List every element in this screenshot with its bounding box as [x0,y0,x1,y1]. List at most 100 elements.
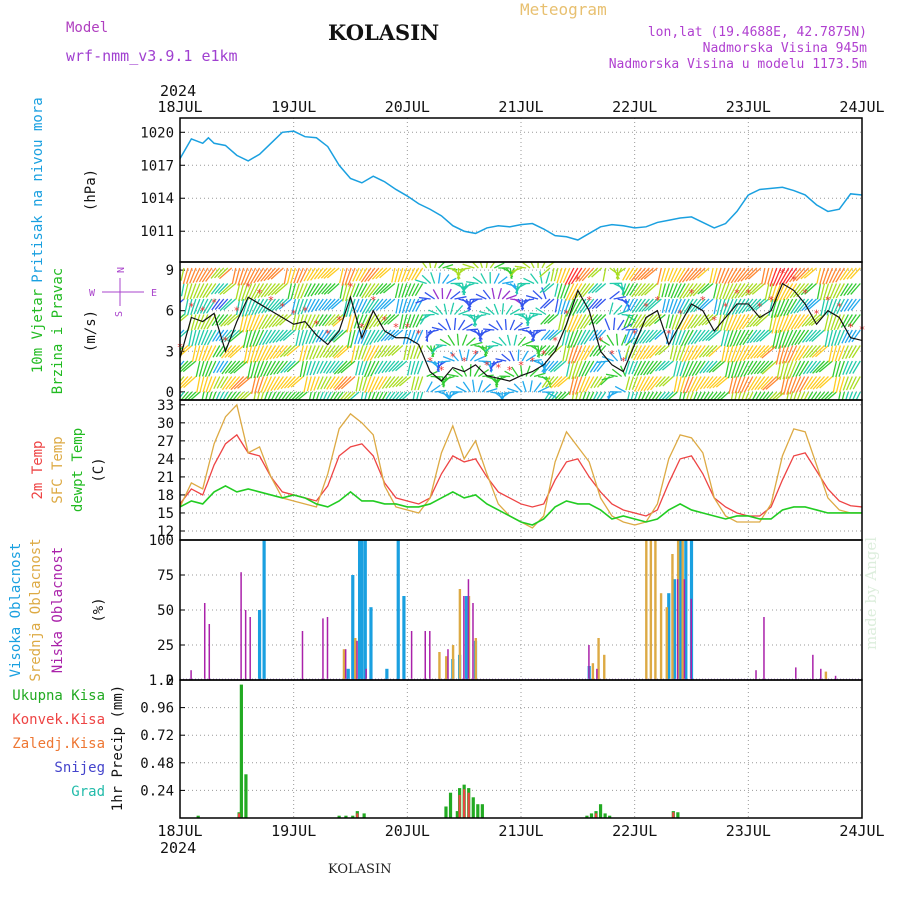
wind-barb [782,283,794,301]
wind-barb [329,376,340,390]
wind-barb [557,314,563,331]
wind-barb [241,298,249,317]
wind-barb [449,302,455,315]
wind-barb [388,376,400,389]
mid-cloud-bar [474,638,478,680]
ylabel-wind-unit: (m/s) [83,310,99,352]
wind-barb [541,360,546,374]
ylabel-temp2m: 2m Temp [30,440,46,499]
wind-barb [788,360,798,379]
wind-barb [830,329,838,347]
wind-barb [377,360,388,375]
wind-barb [755,314,770,327]
wind-barb [775,267,786,286]
wind-barb [752,298,766,311]
wind-barb [789,267,802,283]
wind-barb [786,376,794,395]
wind-barb [694,345,706,360]
wind-barb [601,375,614,381]
wind-barb [728,283,738,300]
wind-barb [261,314,273,330]
wind-barb [593,376,603,389]
wind-barb [207,329,217,346]
mid-cloud-bar [438,652,441,680]
wind-barb [575,376,583,395]
y-tick-label: 75 [157,568,174,584]
wind-barb [250,376,257,394]
wind-barb [746,329,758,344]
wind-barb [840,298,849,313]
wind-barb [399,314,404,330]
wind-barb [327,298,340,311]
wind-barb [355,376,360,392]
y-tick-label: 0.24 [140,783,174,799]
y-tick-label: 21 [157,470,174,486]
total-precip-bar [589,813,594,818]
wind-barb [421,262,428,269]
total-precip-bar [337,815,341,818]
gust-marker: * [302,305,309,318]
wind-barb [489,262,496,269]
wind-barb [615,267,626,276]
model-label: Model [66,20,109,36]
compass-s: S [114,311,125,317]
wind-barb [816,283,822,300]
wind-barb [786,314,798,332]
wind-barb [665,298,670,313]
wind-barb [796,298,810,314]
wind-barb [741,391,746,400]
wind-barb [254,298,265,315]
wind-barb [369,345,380,361]
gust-marker: * [813,307,820,320]
wind-barb [381,360,392,374]
mid-cloud-bar [354,638,357,680]
wind-barb [680,329,690,347]
wind-barb [804,314,818,327]
wind-barb [213,376,221,390]
wind-barb [251,314,261,332]
wind-barb [732,314,742,331]
wind-barb [595,298,607,309]
wind-barb [567,267,579,285]
wind-barb [321,314,332,327]
wind-barb [461,334,468,346]
wind-barb [756,345,770,359]
wind-barb [205,267,217,282]
model-name: wrf-nmm_v3.9.1 e1km [66,47,238,65]
wind-barb [402,314,408,329]
ylabel-temp-unit: (C) [91,457,107,482]
wind-barb [391,267,396,283]
wind-barb [322,391,328,400]
wind-barb [183,298,189,316]
wind-barb [437,272,441,284]
wind-barb [180,376,193,389]
wind-barb [397,267,404,283]
mid-cloud-bar [458,589,462,680]
wind-barb [199,283,209,299]
wind-barb [180,360,193,373]
wind-barb [208,391,213,400]
wind-barb [214,267,225,279]
wind-barb [622,283,631,297]
wind-barb [724,283,734,300]
wind-barb [309,376,316,392]
wind-barb [764,391,774,400]
wind-barb [296,283,304,299]
wind-barb [210,283,221,295]
wind-barb [381,345,392,358]
wind-barb [560,298,567,315]
gust-marker: * [552,334,559,347]
wind-barb [514,313,526,316]
wind-barb [434,389,447,393]
wind-barb [260,376,269,393]
wind-barb [406,345,412,361]
wind-barb [210,267,221,279]
wind-barb [794,329,806,346]
wind-barb [471,262,479,269]
wind-barb [796,283,810,298]
wind-barb [305,345,312,360]
wind-barb [795,360,806,377]
wind-barb [263,376,273,393]
low-cloud-bar [356,640,358,680]
wind-barb [554,298,559,313]
